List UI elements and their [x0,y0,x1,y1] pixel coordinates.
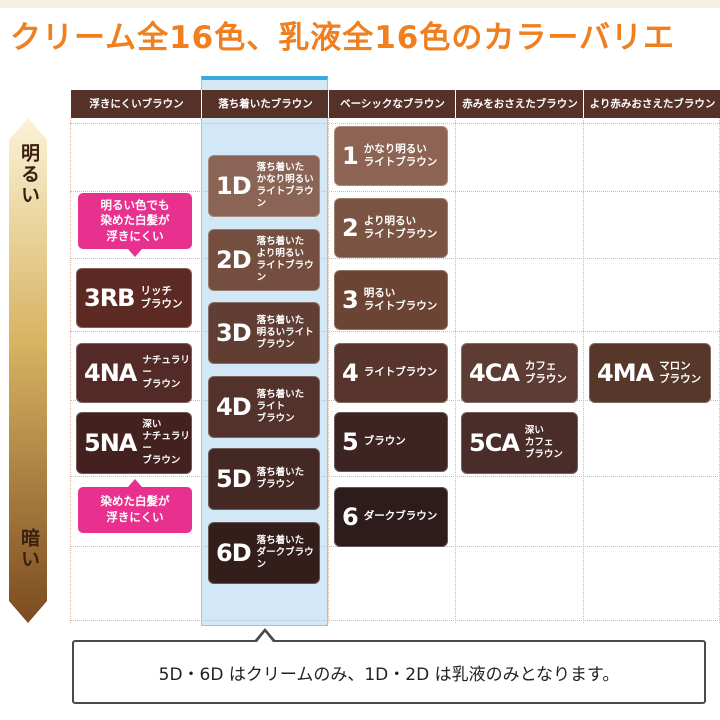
shade-name: 落ち着いた より明るい ライトブラウン [256,236,314,283]
shade-code: 5NA [84,429,137,457]
grid-line [70,331,720,332]
shade-name: 落ち着いた 明るいライト ブラウン [256,315,314,350]
shade-swatch-6D[interactable]: 6D 落ち着いた ダークブラウン [208,522,320,584]
shade-swatch-5[interactable]: 5 ブラウン [334,412,448,472]
column-header-4: 赤みをおさえたブラウン [455,90,584,118]
page-title: クリーム全16色、乳液全16色のカラーバリエ [10,20,676,56]
shade-swatch-4[interactable]: 4 ライトブラウン [334,343,448,403]
shade-code: 1 [342,142,359,170]
shade-swatch-3D[interactable]: 3D 落ち着いた 明るいライト ブラウン [208,302,320,364]
shade-name: 落ち着いた ブラウン [256,467,305,490]
shade-swatch-3RB[interactable]: 3RB リッチ ブラウン [76,268,192,328]
shade-name: 落ち着いた ダークブラウン [256,535,314,570]
shade-code: 6D [216,539,252,567]
shade-swatch-2D[interactable]: 2D 落ち着いた より明るい ライトブラウン [208,229,320,291]
shade-name: 深い ナチュラリー ブラウン [142,419,190,466]
shade-code: 4CA [469,359,520,387]
note-pink-top-arrow [128,249,142,257]
shade-name: 深い カフェ ブラウン [524,425,563,460]
note-pink-bottom-arrow [128,479,142,487]
grid-line [70,191,720,192]
shade-code: 5 [342,428,359,456]
shade-name: ブラウン [363,435,406,448]
grid-line [70,123,720,124]
shade-swatch-5D[interactable]: 5D 落ち着いた ブラウン [208,448,320,510]
shade-name: 落ち着いた ライト ブラウン [256,389,305,424]
shade-name: より明るい ライトブラウン [363,214,438,240]
scale-label-dark: 暗い [18,528,40,570]
shade-code: 5CA [469,429,520,457]
shade-code: 4NA [84,359,137,387]
shade-code: 2 [342,214,359,242]
shade-code: 6 [342,503,359,531]
scale-label-light: 明るい [18,143,40,206]
shade-name: リッチ ブラウン [140,284,183,310]
column-header-1: 浮きにくいブラウン [70,90,202,118]
grid-line [583,118,584,623]
shade-name: かなり明るい ライトブラウン [363,142,438,168]
shade-name: ライトブラウン [363,366,438,379]
shade-code: 3RB [84,284,135,312]
grid-line [328,118,329,623]
shade-swatch-1D[interactable]: 1D 落ち着いた かなり明るい ライトブラウン [208,155,320,217]
grid-line [70,620,720,621]
shade-code: 3D [216,319,252,347]
shade-name: カフェ ブラウン [524,359,567,385]
shade-name: ダークブラウン [363,510,438,523]
column-header-2: 落ち着いたブラウン [201,90,329,118]
shade-name: ナチュラリー ブラウン [142,355,190,390]
shade-swatch-2[interactable]: 2 より明るい ライトブラウン [334,198,448,258]
shade-code: 4MA [597,359,654,387]
footnote-pointer-inner [257,632,273,642]
shade-swatch-4CA[interactable]: 4CA カフェ ブラウン [461,343,578,403]
shade-code: 4D [216,393,252,421]
note-pink-top: 明るい色でも 染めた白髪が 浮きにくい [78,193,192,249]
shade-code: 4 [342,359,359,387]
shade-swatch-6[interactable]: 6 ダークブラウン [334,487,448,547]
shade-code: 5D [216,465,252,493]
shade-code: 3 [342,286,359,314]
footnote-box: 5D・6D はクリームのみ、1D・2D は乳液のみとなります。 [72,640,706,704]
shade-name: マロン ブラウン [659,359,702,385]
grid-line [70,118,71,623]
shade-code: 2D [216,246,252,274]
shade-swatch-4NA[interactable]: 4NA ナチュラリー ブラウン [76,343,192,403]
note-pink-bottom: 染めた白髪が 浮きにくい [78,487,192,533]
shade-swatch-5NA[interactable]: 5NA 深い ナチュラリー ブラウン [76,412,192,474]
grid-line [70,258,720,259]
shade-name: 落ち着いた かなり明るい ライトブラウン [256,162,314,209]
grid-line [455,118,456,623]
footnote-text: 5D・6D はクリームのみ、1D・2D は乳液のみとなります。 [158,664,620,685]
column-header-3: ベーシックなブラウン [328,90,456,118]
shade-swatch-4D[interactable]: 4D 落ち着いた ライト ブラウン [208,376,320,438]
column-header-5: より赤みおさえたブラウン [583,90,720,118]
shade-swatch-5CA[interactable]: 5CA 深い カフェ ブラウン [461,412,578,474]
shade-name: 明るい ライトブラウン [363,286,438,312]
shade-swatch-1[interactable]: 1 かなり明るい ライトブラウン [334,126,448,186]
shade-code: 1D [216,172,252,200]
brightness-scale-arrow [9,118,47,623]
grid-line [70,476,720,477]
shade-swatch-4MA[interactable]: 4MA マロン ブラウン [589,343,711,403]
shade-swatch-3[interactable]: 3 明るい ライトブラウン [334,270,448,330]
top-strip [0,0,720,8]
